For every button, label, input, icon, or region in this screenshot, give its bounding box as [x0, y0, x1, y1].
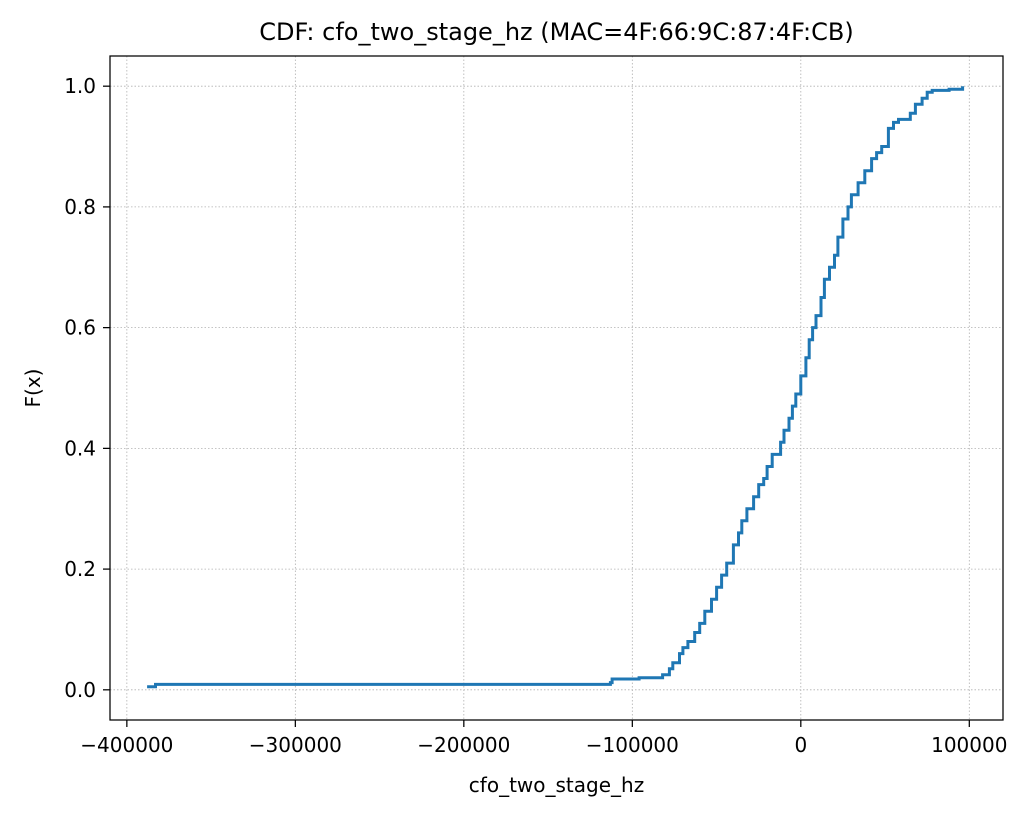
cdf-series-line — [147, 86, 965, 689]
x-tick-label: −400000 — [80, 733, 173, 757]
y-tick-label: 0.8 — [64, 195, 96, 219]
x-axis-label: cfo_two_stage_hz — [469, 773, 644, 797]
chart-title: CDF: cfo_two_stage_hz (MAC=4F:66:9C:87:4… — [259, 18, 853, 46]
y-axis-label: F(x) — [21, 369, 45, 408]
y-tick-label: 0.0 — [64, 678, 96, 702]
y-tick-label: 0.6 — [64, 316, 96, 340]
axis-ticks: −400000 −300000 −200000 −100000 0 100000 0.0 0.… — [64, 74, 1007, 757]
y-tick-label: 0.4 — [64, 436, 96, 460]
x-tick-label: 0 — [794, 733, 807, 757]
plot-frame — [109, 55, 1004, 721]
x-tick-label: −200000 — [417, 733, 510, 757]
y-tick-label: 1.0 — [64, 74, 96, 98]
grid-lines — [110, 56, 1003, 720]
x-tick-label: −300000 — [249, 733, 342, 757]
x-tick-label: 100000 — [931, 733, 1007, 757]
y-tick-label: 0.2 — [64, 557, 96, 581]
x-tick-label: −100000 — [586, 733, 679, 757]
series-layer — [147, 86, 965, 689]
